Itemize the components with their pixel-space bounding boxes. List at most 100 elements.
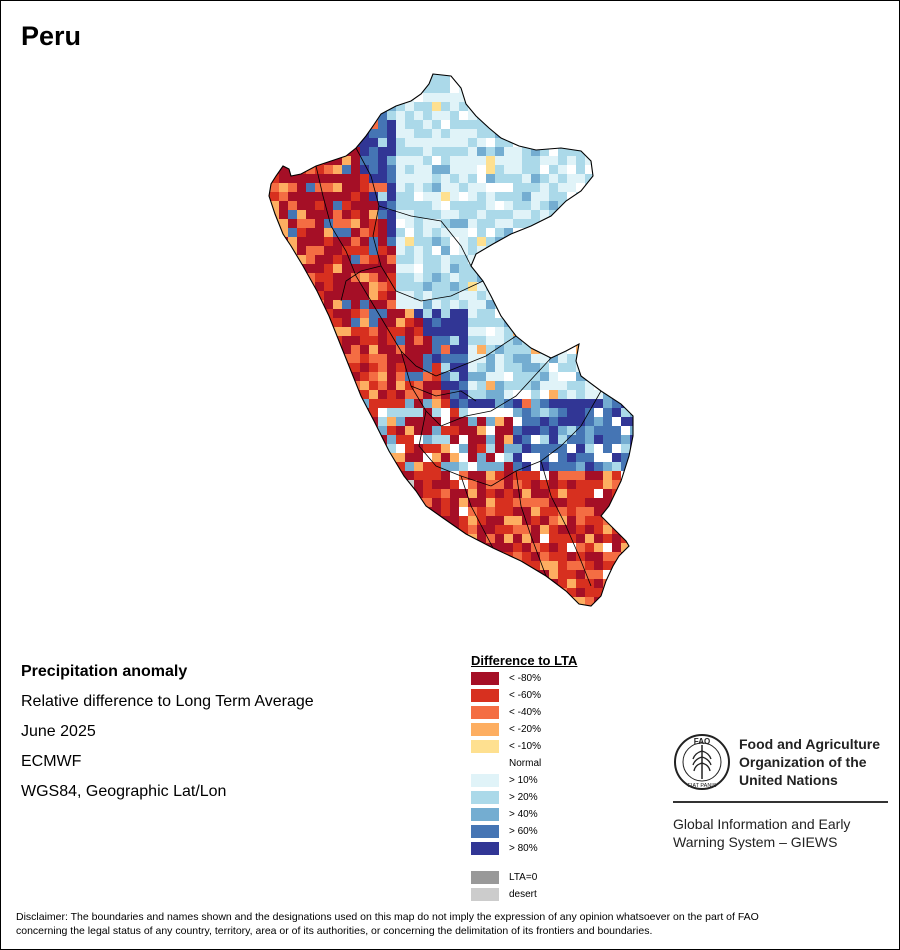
grid-cell xyxy=(513,165,522,174)
grid-cell xyxy=(405,543,414,552)
grid-cell xyxy=(450,327,459,336)
grid-cell xyxy=(585,525,594,534)
grid-cell xyxy=(648,435,651,444)
grid-cell xyxy=(459,372,468,381)
grid-cell xyxy=(333,264,342,273)
grid-cell xyxy=(387,498,396,507)
grid-cell xyxy=(504,453,513,462)
grid-cell xyxy=(387,588,396,597)
grid-cell xyxy=(513,354,522,363)
grid-cell xyxy=(441,273,450,282)
grid-cell xyxy=(387,291,396,300)
grid-cell xyxy=(315,255,324,264)
legend-item: < -60% xyxy=(471,689,541,702)
grid-cell xyxy=(621,516,630,525)
legend-item: LTA=0 xyxy=(471,871,537,884)
grid-cell xyxy=(630,282,633,291)
grid-cell xyxy=(639,327,648,336)
grid-cell xyxy=(612,102,621,111)
grid-cell xyxy=(270,246,279,255)
grid-cell xyxy=(513,74,522,75)
grid-cell xyxy=(558,336,567,345)
grid-cell xyxy=(603,174,612,183)
grid-cell xyxy=(297,534,306,543)
grid-cell xyxy=(585,309,594,318)
grid-cell xyxy=(306,138,315,147)
grid-cell xyxy=(324,498,333,507)
grid-cell xyxy=(342,111,351,120)
grid-cell xyxy=(270,300,279,309)
grid-cell xyxy=(549,516,558,525)
grid-cell xyxy=(504,165,513,174)
grid-cell xyxy=(477,426,486,435)
grid-cell xyxy=(522,120,531,129)
grid-cell xyxy=(270,120,279,129)
grid-cell xyxy=(297,471,306,480)
grid-cell xyxy=(621,507,630,516)
grid-cell xyxy=(378,228,387,237)
grid-cell xyxy=(531,291,540,300)
grid-cell xyxy=(612,237,621,246)
grid-cell xyxy=(477,579,486,588)
grid-cell xyxy=(495,147,504,156)
grid-cell xyxy=(522,237,531,246)
grid-cell xyxy=(630,246,633,255)
grid-cell xyxy=(630,435,633,444)
grid-cell xyxy=(315,579,324,588)
grid-cell xyxy=(369,363,378,372)
grid-cell xyxy=(360,210,369,219)
grid-cell xyxy=(306,597,315,606)
grid-cell xyxy=(612,174,621,183)
grid-cell xyxy=(576,579,585,588)
grid-cell xyxy=(630,219,633,228)
legend-label: > 80% xyxy=(509,843,538,854)
grid-cell xyxy=(441,588,450,597)
grid-cell xyxy=(315,489,324,498)
grid-cell xyxy=(558,102,567,111)
grid-cell xyxy=(306,210,315,219)
grid-cell xyxy=(441,579,450,588)
grid-cell xyxy=(558,255,567,264)
grid-cell xyxy=(306,129,315,138)
grid-cell xyxy=(432,102,441,111)
grid-cell xyxy=(351,471,360,480)
grid-cell xyxy=(405,462,414,471)
grid-cell xyxy=(477,156,486,165)
grid-cell xyxy=(351,363,360,372)
grid-cell xyxy=(468,552,477,561)
grid-cell xyxy=(342,120,351,129)
grid-cell xyxy=(405,417,414,426)
grid-cell xyxy=(603,210,612,219)
grid-cell xyxy=(495,534,504,543)
grid-cell xyxy=(369,255,378,264)
grid-cell xyxy=(432,237,441,246)
grid-cell xyxy=(441,489,450,498)
grid-cell xyxy=(531,336,540,345)
grid-cell xyxy=(522,291,531,300)
grid-cell xyxy=(459,74,468,75)
grid-cell xyxy=(558,363,567,372)
grid-cell xyxy=(486,84,495,93)
grid-cell xyxy=(621,201,630,210)
grid-cell xyxy=(297,516,306,525)
grid-cell xyxy=(648,228,651,237)
grid-cell xyxy=(342,462,351,471)
grid-cell xyxy=(648,183,651,192)
grid-cell xyxy=(342,237,351,246)
grid-cell xyxy=(297,138,306,147)
grid-cell xyxy=(549,426,558,435)
grid-cell xyxy=(648,444,651,453)
grid-cell xyxy=(432,354,441,363)
grid-cell xyxy=(387,219,396,228)
grid-cell xyxy=(306,390,315,399)
grid-cell xyxy=(360,219,369,228)
grid-cell xyxy=(621,264,630,273)
grid-cell xyxy=(360,75,369,84)
grid-cell xyxy=(414,507,423,516)
grid-cell xyxy=(342,426,351,435)
grid-cell xyxy=(639,102,648,111)
grid-cell xyxy=(486,174,495,183)
legend-item: < -10% xyxy=(471,740,541,753)
grid-cell xyxy=(351,435,360,444)
grid-cell xyxy=(567,453,576,462)
